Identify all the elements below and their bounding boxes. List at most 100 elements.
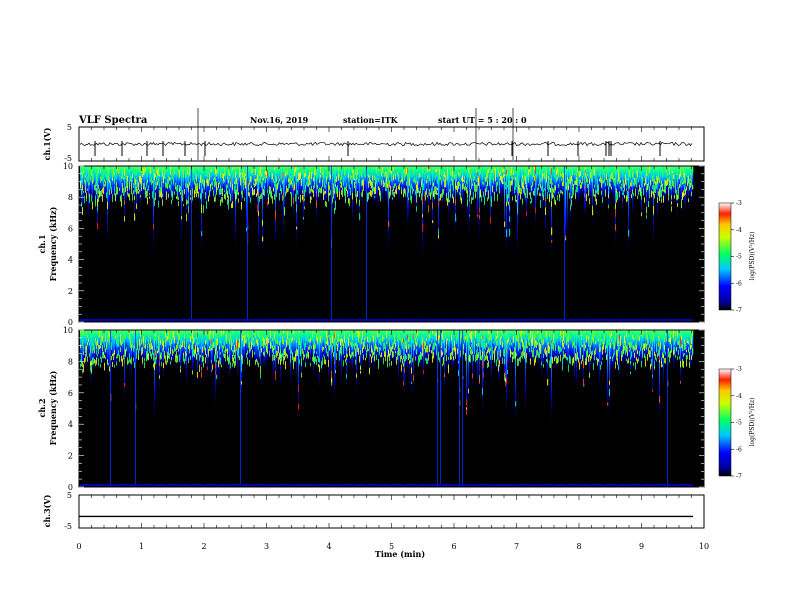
spectrogram-speckle (514, 186, 516, 194)
spectrogram-speckle (609, 380, 611, 385)
spectrogram-speckle (266, 170, 268, 174)
spectrogram-speckle (108, 173, 110, 181)
spectrogram-speckle (393, 351, 395, 358)
spectrogram-speckle (140, 330, 142, 337)
spectrogram-speckle (471, 197, 473, 205)
spectrogram-column (532, 166, 534, 230)
spectrogram-speckle (312, 334, 314, 338)
spectrogram-column (544, 330, 546, 384)
ch1-ytick-bottom: -5 (64, 154, 72, 163)
spectrogram-speckle (173, 178, 175, 185)
spectrogram-speckle (458, 360, 460, 364)
spectrogram-speckle (80, 344, 82, 349)
spectrogram-column (97, 330, 99, 391)
spectrogram-speckle (128, 360, 130, 364)
spectrogram-speckle (600, 347, 602, 352)
spectrogram-column (479, 166, 481, 279)
spectrogram-speckle (511, 166, 513, 174)
spectrogram-speckle (248, 337, 250, 343)
spectrogram-speckle (512, 352, 514, 356)
spectrogram-speckle (387, 175, 389, 178)
spectrogram-column (226, 330, 228, 376)
spectrogram-speckle (283, 330, 285, 333)
spectrogram-column (580, 330, 582, 394)
spectrogram-column (524, 330, 526, 390)
spectrogram-speckle (653, 191, 655, 196)
spectrogram-speckle (287, 332, 289, 340)
spectrogram-speckle (676, 168, 678, 176)
spectrogram-speckle (587, 183, 589, 188)
spectrogram-column (639, 330, 641, 389)
spectrogram-speckle (568, 364, 570, 372)
spectrogram-speckle (241, 201, 243, 207)
spectrogram-speckle (108, 167, 110, 173)
spectrogram-speckle (439, 169, 441, 175)
spectrogram-speckle (88, 331, 90, 337)
spectrogram-speckle (282, 353, 284, 358)
spectrogram-column (481, 166, 483, 225)
spectrogram-speckle (464, 186, 466, 191)
spectrogram-speckle (118, 169, 120, 174)
spectrogram-column (612, 166, 614, 215)
spectrogram-column (560, 330, 562, 396)
spectrogram-speckle (579, 362, 581, 370)
spectrogram-column (111, 166, 113, 223)
spectrogram-speckle (374, 345, 376, 349)
spectrogram-speckle (511, 342, 513, 346)
spectrogram-column (183, 166, 185, 239)
spectrogram-speckle (213, 189, 215, 197)
spectrogram-speckle (308, 351, 310, 359)
spectrogram-column (645, 166, 647, 223)
spectrogram-speckle (661, 190, 663, 198)
spectrogram-speckle (169, 353, 171, 360)
spectrogram-speckle (245, 173, 247, 177)
spectrogram-speckle (491, 196, 493, 203)
spectrogram-speckle (401, 189, 403, 195)
spectrogram-column (583, 330, 585, 421)
spectrogram-speckle (311, 171, 313, 180)
spectrogram-speckle (422, 337, 424, 345)
spectrogram-column (235, 166, 237, 297)
spectrogram-speckle (499, 362, 501, 367)
spectrogram-speckle (421, 179, 423, 183)
spectrogram-speckle (434, 331, 436, 336)
spectrogram-speckle (403, 381, 405, 386)
spectrogram-speckle (181, 336, 183, 340)
spectrogram-speckle (574, 180, 576, 185)
spectrogram-speckle (613, 353, 615, 358)
spectrogram-speckle (294, 184, 296, 188)
spectrogram-speckle (659, 188, 661, 197)
spectrogram-speckle (160, 186, 162, 190)
spectrogram-speckle (488, 337, 490, 344)
spectrogram-column (634, 166, 636, 211)
spectrogram-speckle (257, 174, 259, 182)
spectrogram-speckle (378, 171, 380, 177)
spectrogram-column (313, 330, 315, 406)
spectrogram-speckle (310, 196, 312, 204)
spectrogram-column (244, 166, 246, 230)
spectrogram-speckle (133, 357, 135, 362)
spectrogram-speckle (574, 172, 576, 176)
spectrogram-speckle (384, 337, 386, 341)
spectrogram-speckle (555, 185, 557, 191)
spectrogram-speckle (614, 333, 616, 341)
spectrogram-speckle (639, 184, 641, 192)
spectrogram-speckle (148, 334, 150, 339)
spectrogram-column (114, 330, 116, 395)
spectrogram-speckle (591, 353, 593, 359)
spectrogram-speckle (101, 190, 103, 197)
spectrogram-speckle (419, 354, 421, 363)
spectrogram-speckle (658, 175, 660, 180)
spectrogram-speckle (618, 344, 620, 352)
spectrogram-speckle (163, 178, 165, 184)
spectrogram-speckle (474, 341, 476, 348)
spectrogram-column (398, 166, 400, 222)
spectrogram-speckle (658, 191, 660, 196)
spectrogram-speckle (445, 348, 447, 355)
spectrogram-speckle (365, 174, 367, 179)
spectrogram-speckle (659, 355, 661, 361)
spectrogram-speckle (227, 348, 229, 354)
y-tick-label: 6 (68, 224, 73, 233)
spectrogram-speckle (650, 335, 652, 344)
spectrogram-speckle (283, 349, 285, 358)
